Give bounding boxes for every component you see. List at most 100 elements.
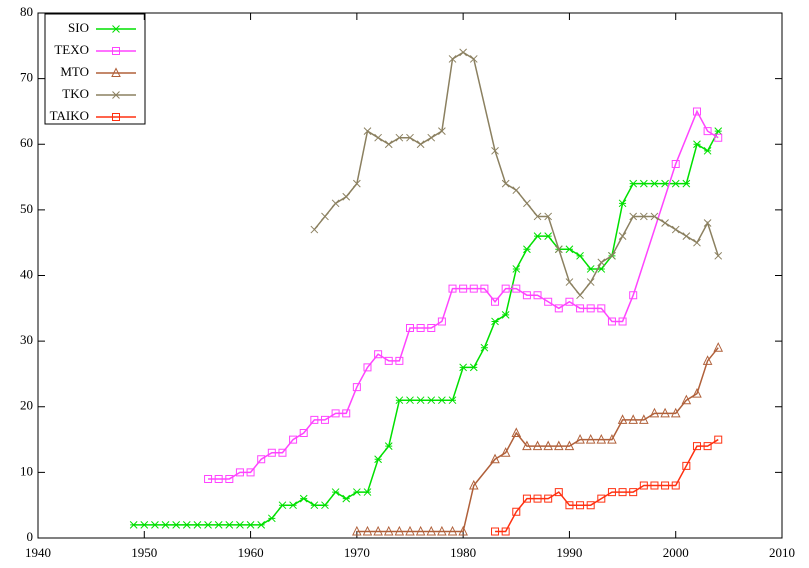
marker	[459, 363, 467, 372]
marker	[714, 133, 723, 142]
marker	[617, 414, 628, 424]
marker	[342, 192, 351, 201]
marker	[112, 47, 120, 55]
marker	[586, 304, 595, 313]
series-line	[313, 51, 719, 297]
marker	[586, 265, 595, 273]
marker	[427, 133, 436, 142]
marker	[406, 324, 414, 332]
marker	[543, 440, 553, 451]
marker	[204, 474, 213, 483]
marker	[554, 304, 563, 313]
x-tick-label: 1970	[344, 545, 370, 560]
marker	[353, 179, 361, 188]
marker	[384, 442, 393, 450]
marker	[544, 212, 553, 221]
marker	[406, 133, 414, 142]
marker	[703, 219, 712, 227]
marker	[182, 521, 191, 529]
marker	[394, 525, 405, 536]
marker	[459, 48, 467, 57]
marker	[554, 245, 563, 254]
marker	[480, 284, 489, 293]
marker	[342, 494, 351, 503]
series-line	[495, 438, 719, 533]
marker	[618, 199, 627, 208]
marker	[565, 297, 574, 306]
marker	[544, 494, 553, 503]
marker	[639, 212, 648, 221]
marker	[257, 455, 266, 464]
marker	[501, 284, 510, 293]
marker	[299, 494, 308, 503]
x-tick-label: 1960	[238, 545, 264, 560]
marker	[416, 324, 425, 332]
marker	[112, 25, 120, 33]
marker	[501, 311, 510, 319]
y-tick-label: 0	[27, 529, 34, 544]
marker	[447, 525, 458, 536]
marker	[639, 481, 648, 490]
marker	[639, 414, 649, 424]
marker	[310, 415, 319, 424]
marker	[491, 297, 500, 306]
marker	[554, 488, 563, 497]
marker	[564, 440, 575, 451]
marker	[172, 521, 181, 529]
marker	[320, 415, 329, 424]
marker	[523, 199, 531, 208]
y-tick-label: 20	[20, 398, 33, 413]
marker	[512, 265, 521, 273]
marker	[714, 251, 723, 260]
marker	[204, 521, 212, 529]
marker	[660, 407, 670, 418]
marker	[427, 324, 436, 332]
marker	[384, 140, 393, 149]
legend-label: TKO	[62, 86, 89, 101]
marker	[661, 481, 670, 490]
marker	[585, 433, 596, 444]
marker	[468, 479, 479, 490]
marker	[501, 527, 510, 536]
marker	[362, 525, 373, 536]
marker	[426, 525, 437, 536]
x-tick-label: 1980	[450, 545, 476, 560]
marker	[140, 521, 149, 529]
marker	[522, 494, 531, 503]
marker	[331, 199, 340, 208]
marker	[459, 284, 468, 293]
marker	[193, 521, 202, 529]
marker	[214, 521, 223, 529]
legend-label: SIO	[68, 20, 89, 35]
marker	[310, 501, 319, 510]
marker	[532, 440, 543, 451]
marker	[151, 521, 159, 529]
y-tick-label: 40	[20, 266, 33, 281]
marker	[629, 488, 638, 497]
marker	[416, 396, 425, 405]
marker	[352, 525, 362, 536]
marker	[576, 291, 584, 300]
marker	[713, 342, 724, 352]
marker	[278, 501, 287, 510]
marker	[692, 442, 701, 451]
marker	[161, 521, 170, 529]
marker	[236, 521, 244, 529]
marker	[533, 232, 542, 240]
x-tick-label: 2010	[769, 545, 795, 560]
marker	[310, 225, 319, 234]
marker	[608, 251, 616, 260]
legend-label: MTO	[60, 64, 89, 79]
marker	[522, 440, 532, 451]
marker	[618, 317, 627, 326]
legend-label: TEXO	[54, 42, 89, 57]
marker	[342, 409, 351, 418]
marker	[586, 501, 595, 510]
marker	[522, 291, 531, 300]
marker	[225, 521, 234, 529]
marker	[682, 232, 691, 240]
marker	[448, 55, 457, 63]
marker	[235, 468, 244, 477]
x-tick-label: 1990	[556, 545, 582, 560]
marker	[129, 521, 138, 529]
